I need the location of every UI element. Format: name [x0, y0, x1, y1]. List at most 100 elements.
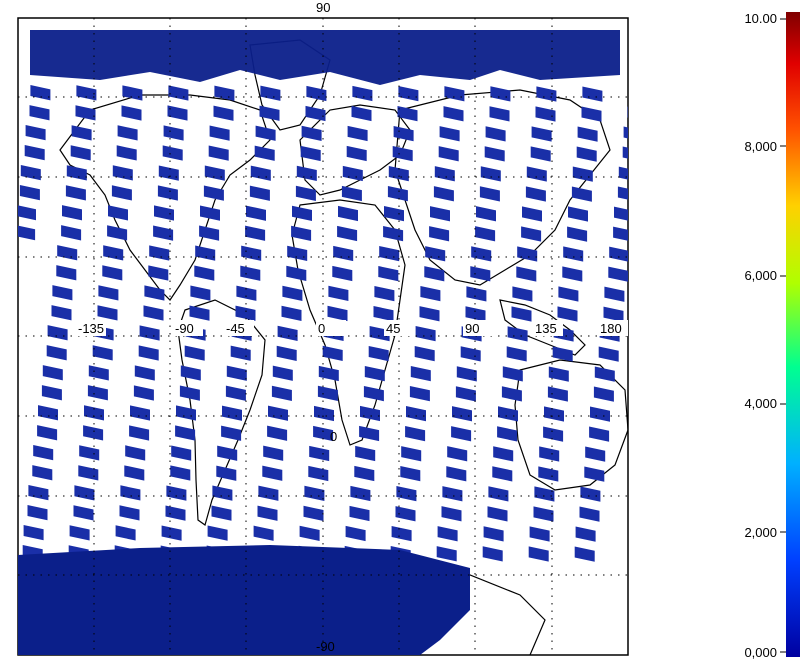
- swath-segment: [304, 485, 325, 502]
- swath-segment: [574, 546, 595, 562]
- swath-segment: [120, 485, 141, 501]
- swath-segment: [516, 266, 537, 282]
- swath-segment: [241, 245, 262, 261]
- swath-segment: [482, 546, 503, 562]
- swath-segment: [30, 85, 51, 101]
- swath-segment: [575, 526, 596, 542]
- swath-segment: [392, 145, 413, 162]
- swath-segment: [441, 506, 462, 522]
- swath-segment: [314, 405, 334, 422]
- swath-segment: [153, 225, 174, 241]
- swath-segment: [262, 465, 283, 481]
- swath-segment: [18, 225, 36, 241]
- swath-segment: [536, 86, 557, 102]
- swath-segment: [529, 526, 550, 542]
- swath-segment: [41, 385, 62, 401]
- satellite-swaths: [18, 85, 628, 562]
- swath-segment: [429, 226, 450, 242]
- swath-segment: [25, 125, 46, 141]
- swath-segment: [130, 405, 150, 421]
- colorbar-label-4000: 4,000: [744, 396, 777, 411]
- swath-segment: [199, 225, 220, 241]
- swath-segment: [69, 525, 90, 541]
- swath-segment: [271, 385, 292, 401]
- swath-segment: [406, 405, 426, 422]
- swath-segment: [548, 366, 569, 382]
- swath-segment: [260, 85, 281, 101]
- swath-segment: [455, 386, 476, 402]
- swath-segment: [433, 186, 454, 202]
- swath-segment: [581, 106, 602, 122]
- swath-segment: [129, 425, 150, 441]
- swath-segment: [594, 366, 615, 382]
- swath-segment: [119, 505, 140, 521]
- swath-segment: [613, 226, 628, 242]
- swath-segment: [568, 206, 588, 222]
- swath-segment: [272, 365, 293, 381]
- lon-tick-bg: [598, 320, 628, 336]
- lon-tick-bg: [173, 320, 203, 336]
- swath-segment: [410, 366, 431, 382]
- swath-segment: [585, 446, 606, 462]
- swath-segment: [207, 525, 228, 541]
- swath-segment: [517, 246, 538, 262]
- lon-tick-bg: [384, 320, 414, 336]
- swath-segment: [23, 525, 44, 541]
- swath-segment: [286, 265, 307, 282]
- swath-segment: [301, 125, 322, 142]
- swath-segment: [216, 465, 237, 481]
- swath-segment: [84, 405, 104, 421]
- swath-segment: [622, 146, 628, 162]
- swath-segment: [414, 346, 435, 362]
- swath-segment: [393, 125, 414, 142]
- swath-segment: [32, 465, 53, 481]
- swath-segment: [493, 446, 514, 462]
- swath-segment: [111, 185, 132, 201]
- swath-segment: [430, 206, 450, 222]
- swath-segment: [24, 145, 45, 161]
- swath-segment: [204, 165, 225, 181]
- swath-segment: [438, 146, 459, 162]
- swath-segment: [42, 365, 63, 381]
- colorbar-label-max: 10.00: [744, 11, 777, 26]
- swath-segment: [108, 205, 128, 221]
- swath-segment: [240, 265, 261, 281]
- swath-segment: [79, 445, 100, 461]
- swath-segment: [125, 445, 146, 461]
- swath-segment: [489, 106, 510, 122]
- lat-tick-bottom: -90: [316, 639, 335, 654]
- swath-segment: [479, 186, 500, 202]
- swath-segment: [466, 286, 487, 302]
- swath-segment: [116, 145, 137, 161]
- swath-segment: [342, 165, 363, 182]
- swath-segment: [222, 405, 242, 421]
- swath-segment: [512, 286, 533, 302]
- swath-segment: [97, 305, 118, 321]
- swath-segment: [456, 366, 477, 382]
- swath-segment: [360, 405, 380, 422]
- swath-segment: [563, 246, 584, 262]
- swath-segment: [318, 365, 339, 382]
- swath-segment: [309, 445, 330, 462]
- swath-segment: [409, 386, 430, 402]
- swath-segment: [383, 226, 404, 242]
- swath-segment: [401, 446, 422, 462]
- swath-segment: [405, 426, 426, 442]
- swath-segment: [19, 185, 40, 201]
- swath-segment: [471, 246, 492, 262]
- swath-segment: [112, 165, 133, 181]
- swath-segment: [245, 225, 266, 241]
- swath-segment: [341, 185, 362, 202]
- colorbar-label-min: 0,000: [744, 645, 777, 660]
- swath-segment: [485, 126, 506, 142]
- swath-segment: [189, 305, 210, 321]
- colorbar-label-2000: 2,000: [744, 525, 777, 540]
- swath-segment: [133, 385, 154, 401]
- swath-segment: [444, 86, 465, 102]
- swath-segment: [281, 305, 302, 321]
- swath-segment: [439, 126, 460, 142]
- swath-segment: [498, 406, 518, 422]
- swath-segment: [300, 145, 321, 162]
- swath-segment: [56, 265, 77, 281]
- swath-segment: [327, 305, 348, 322]
